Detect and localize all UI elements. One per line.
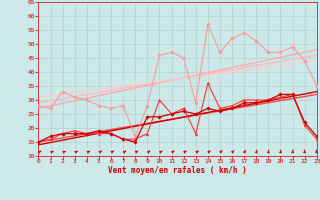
- X-axis label: Vent moyen/en rafales ( km/h ): Vent moyen/en rafales ( km/h ): [108, 166, 247, 175]
